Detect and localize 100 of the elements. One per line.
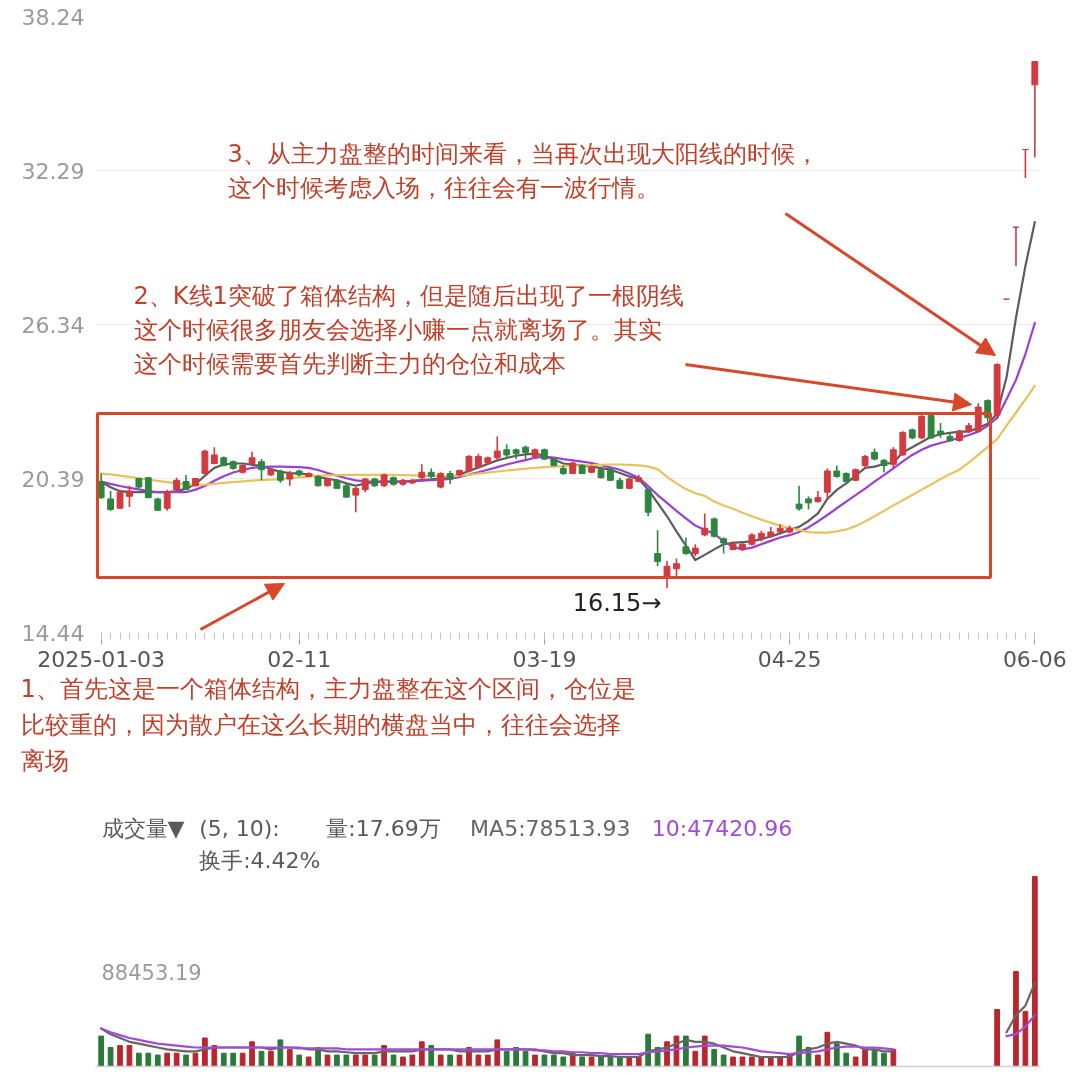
candlestick xyxy=(823,467,831,500)
bar xyxy=(503,1050,510,1067)
candlestick xyxy=(673,557,680,578)
x-tick-label: 2025-01-03 xyxy=(37,646,166,672)
candlestick xyxy=(352,486,360,513)
candlestick xyxy=(927,413,935,440)
bar xyxy=(607,1056,614,1067)
bar xyxy=(324,1054,331,1067)
x-tick-label: 06-06 xyxy=(1002,646,1067,672)
candlestick xyxy=(795,484,803,512)
bar xyxy=(541,1054,548,1067)
y-tick-label: 14.44 xyxy=(21,620,85,646)
bar xyxy=(447,1054,453,1067)
bar xyxy=(107,1047,114,1067)
bar xyxy=(239,1052,246,1067)
bar xyxy=(258,1050,265,1067)
text: 换手:4.42% xyxy=(199,848,321,873)
bar xyxy=(400,1056,406,1067)
annotation: 88453.19 xyxy=(101,960,202,985)
annotation: 3、从主力盘整的时间来看，当再次出现大阳线的时候，这个时候考虑入场，往往会有一波行情。 xyxy=(227,139,819,202)
y-tick-label: 26.34 xyxy=(21,312,85,338)
bar xyxy=(881,1052,887,1067)
bar xyxy=(183,1054,189,1067)
candlestick xyxy=(644,487,652,518)
bar xyxy=(286,1048,293,1067)
bar xyxy=(362,1054,369,1067)
bar xyxy=(730,1056,736,1067)
bar xyxy=(154,1054,161,1067)
bar xyxy=(522,1050,529,1067)
candlestick xyxy=(107,490,115,512)
text: 量:17.69万 xyxy=(326,816,441,841)
bar xyxy=(371,1054,378,1067)
bar xyxy=(230,1052,237,1067)
bar xyxy=(98,1035,105,1067)
bar xyxy=(711,1048,718,1067)
y-tick-label: 38.24 xyxy=(21,4,85,30)
bar xyxy=(305,1056,312,1067)
bar xyxy=(645,1033,652,1067)
bar xyxy=(720,1054,727,1067)
bar xyxy=(268,1050,274,1067)
bar xyxy=(164,1052,171,1067)
bar xyxy=(532,1054,538,1067)
bar xyxy=(126,1045,133,1067)
candlestick xyxy=(654,529,662,568)
text: 1、首先这是一个箱体结构，主力盘整在这个区间，仓位是比较重的，因为散户在这么长期的横盘当中，往往会选择离场 xyxy=(20,674,636,775)
bar xyxy=(296,1054,303,1067)
x-tick-label: 04-25 xyxy=(757,646,822,672)
candlestick xyxy=(663,560,671,590)
candlestick xyxy=(116,488,124,510)
bar xyxy=(739,1056,746,1067)
bar xyxy=(843,1052,850,1067)
candlestick xyxy=(899,430,907,457)
candlestick xyxy=(258,458,265,482)
bar xyxy=(220,1052,227,1067)
bar xyxy=(1022,1010,1029,1067)
bar xyxy=(1013,971,1019,1067)
text: MA5:78513.93 xyxy=(470,816,631,841)
x-tick-label: 03-19 xyxy=(512,646,577,672)
candlestick xyxy=(493,435,501,461)
text: 10:47420.96 xyxy=(651,816,793,841)
candlestick xyxy=(1031,60,1039,159)
bar xyxy=(598,1056,604,1067)
bar xyxy=(1031,876,1038,1067)
bar xyxy=(588,1056,595,1067)
bar xyxy=(692,1050,699,1067)
annotation: 2、K线1突破了箱体结构，但是随后出现了一根阴线这个时候很多朋友会选择小赚一点就离场了。其实这个时候需要首先判断主力的仓位和成本 xyxy=(133,281,684,378)
x-tick-label: 02-11 xyxy=(267,646,332,672)
bar xyxy=(352,1054,359,1067)
bar xyxy=(390,1054,397,1067)
bar xyxy=(475,1054,482,1067)
y-tick-label: 32.29 xyxy=(21,158,85,184)
bar xyxy=(136,1052,142,1067)
bar xyxy=(579,1056,585,1067)
candlestick xyxy=(918,414,926,440)
bar xyxy=(437,1054,444,1067)
bar xyxy=(343,1054,350,1067)
bar xyxy=(117,1045,123,1067)
text: 成交量▼ xyxy=(101,816,185,841)
bar xyxy=(334,1054,340,1067)
bar xyxy=(749,1056,755,1067)
bar xyxy=(551,1054,557,1067)
bar xyxy=(862,1048,868,1067)
bar xyxy=(409,1054,416,1067)
bar xyxy=(145,1052,152,1067)
line-series xyxy=(100,384,1036,534)
bar xyxy=(815,1054,821,1067)
bar xyxy=(192,1052,199,1067)
bar xyxy=(484,1054,491,1067)
bar xyxy=(852,1056,859,1067)
candlestick xyxy=(126,484,133,508)
candlestick xyxy=(889,446,897,470)
y-tick-label: 20.39 xyxy=(21,466,85,492)
bar xyxy=(173,1052,180,1067)
bar xyxy=(560,1056,567,1067)
candlestick xyxy=(163,488,171,512)
text: (5, 10): xyxy=(199,816,280,841)
annotation: 16.15→ xyxy=(572,588,662,617)
bar xyxy=(456,1054,463,1067)
bar xyxy=(890,1048,897,1067)
bar xyxy=(994,1009,1000,1067)
